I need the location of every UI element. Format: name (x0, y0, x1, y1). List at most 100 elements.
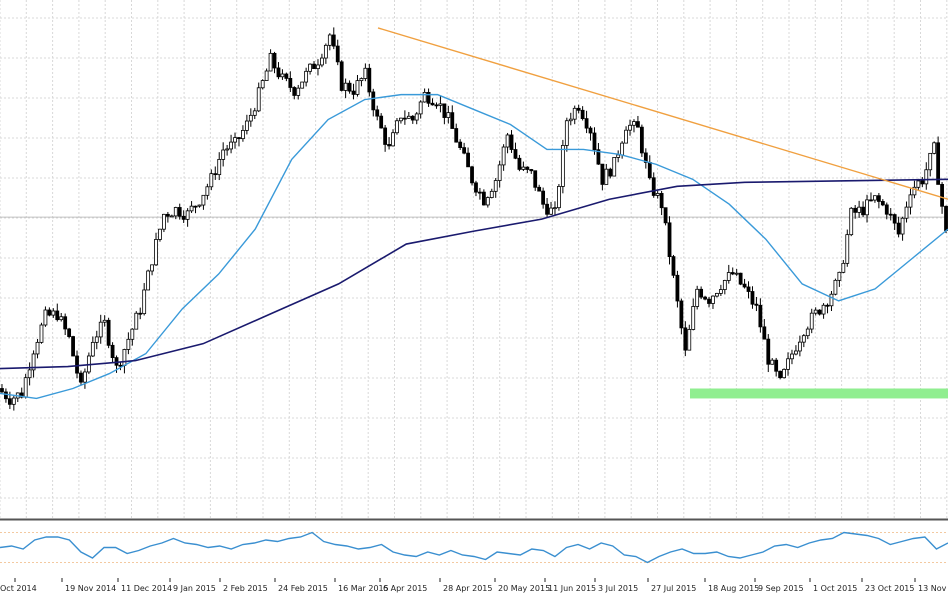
candle (557, 186, 561, 209)
candle (94, 336, 99, 343)
candle (636, 121, 640, 128)
candle (446, 112, 451, 118)
candle (517, 157, 522, 170)
candle (462, 147, 467, 154)
candle (414, 113, 419, 121)
candle (801, 335, 806, 343)
candle (458, 141, 463, 149)
candle (549, 207, 553, 215)
candle (122, 349, 127, 366)
candle (774, 359, 779, 372)
candle (31, 353, 36, 371)
candle (181, 215, 186, 220)
x-tick-label: Oct 2014 (0, 584, 37, 593)
candle (339, 61, 344, 91)
candle (300, 81, 305, 89)
candle (770, 359, 775, 365)
x-tick-label: 13 Nov 2015 (918, 584, 948, 593)
candle (229, 141, 233, 150)
candle (276, 67, 281, 78)
candle (529, 169, 534, 172)
candle (632, 121, 636, 126)
oscillator-panel (0, 531, 948, 564)
candle (217, 159, 222, 176)
candle (608, 168, 613, 177)
candle (505, 134, 510, 148)
candle (904, 206, 909, 219)
candle (241, 129, 245, 140)
candle (695, 288, 700, 307)
candle (470, 166, 474, 184)
candle (932, 142, 937, 154)
candle (616, 154, 621, 158)
candle (501, 146, 506, 166)
candle (347, 82, 352, 92)
candle (316, 64, 320, 70)
candle (383, 127, 388, 145)
candle (327, 34, 332, 46)
candle (59, 316, 64, 321)
candle (288, 78, 293, 88)
candle (130, 328, 135, 340)
candle (766, 338, 771, 365)
candle (71, 336, 75, 357)
candle (177, 207, 182, 217)
candle (154, 239, 158, 266)
x-tick-label: 11 Dec 2014 (121, 584, 172, 593)
candle (920, 180, 925, 185)
candle (940, 184, 944, 207)
candle (304, 70, 309, 83)
candle (450, 112, 455, 129)
candle (592, 132, 597, 151)
candle (51, 310, 56, 316)
candle (90, 341, 95, 357)
candle (892, 214, 897, 224)
candle (880, 201, 885, 206)
candle (162, 213, 166, 230)
candle (19, 392, 24, 398)
candle (320, 57, 324, 66)
candle (308, 63, 312, 72)
x-tick-label: 27 Jul 2015 (651, 584, 696, 593)
candle (284, 73, 289, 79)
candle (730, 272, 735, 275)
candle (359, 78, 364, 82)
trendline-line (377, 27, 948, 200)
candle (371, 91, 376, 111)
candle (564, 120, 569, 146)
candle (537, 186, 542, 192)
candle (331, 34, 336, 47)
candle (418, 101, 423, 115)
x-tick-label: 24 Feb 2015 (278, 584, 328, 593)
support-zone (690, 388, 948, 399)
candle (687, 329, 692, 351)
candle (438, 103, 443, 106)
candle (916, 180, 921, 188)
candle (805, 328, 810, 337)
candle (355, 80, 360, 95)
candle (426, 91, 431, 104)
candle (651, 177, 656, 196)
candle (47, 309, 52, 316)
candle (375, 109, 380, 117)
candle (699, 288, 704, 298)
candle (786, 358, 790, 370)
candle (718, 289, 723, 294)
x-tick-label: 16 Mar 2015 (338, 584, 389, 593)
candle (497, 164, 502, 181)
candle (813, 309, 818, 314)
candle (264, 70, 269, 81)
candle (343, 82, 348, 91)
candle (738, 272, 743, 285)
candle (588, 127, 593, 134)
candle (43, 309, 48, 326)
x-tick-label: 9 Sep 2015 (758, 584, 804, 593)
candle (596, 149, 601, 165)
x-tick-label: 6 Apr 2015 (383, 584, 427, 593)
candle (225, 148, 230, 151)
candle (474, 182, 478, 193)
candle (576, 107, 581, 111)
candle (197, 204, 202, 207)
candle (248, 114, 253, 122)
